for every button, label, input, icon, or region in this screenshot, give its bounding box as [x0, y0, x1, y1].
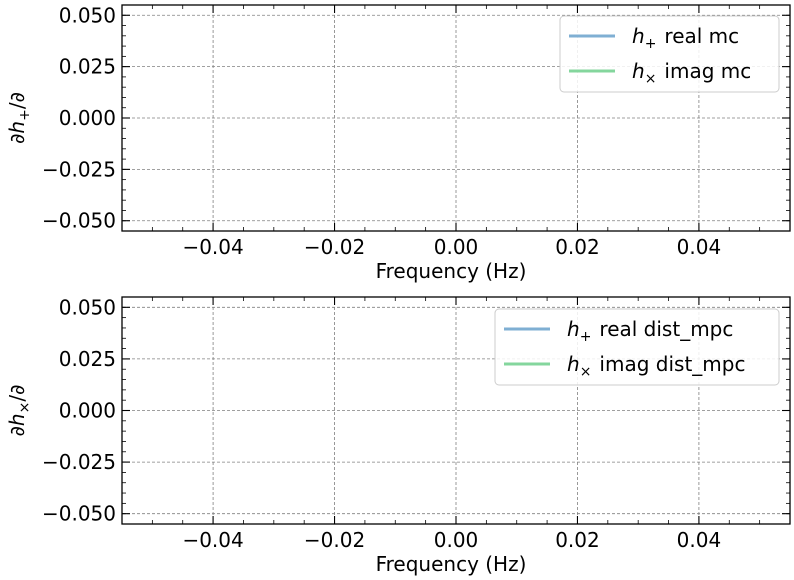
chart-panel-1: −0.04 −0.02 0.00 0.02 0.04 −0.050 −0.025 0.000 0…	[5, 3, 791, 283]
x-tick-label: 0.00	[434, 528, 479, 552]
x-tick-label: 0.02	[555, 235, 600, 259]
legend-box	[494, 308, 780, 386]
chart-panel-2: −0.04 −0.02 0.00 0.02 0.04 −0.050 −0.025 0.000 0…	[5, 295, 791, 576]
y-tick-label: −0.050	[42, 209, 116, 233]
y-tick-label: −0.025	[42, 450, 116, 474]
legend-label-2: h× imag mc	[632, 59, 751, 87]
plot-frame	[121, 4, 791, 232]
x-tick-label: −0.02	[304, 235, 365, 259]
x-tick-label: −0.04	[182, 528, 243, 552]
y-tick-label: 0.000	[59, 399, 116, 423]
x-axis-title: Frequency (Hz)	[376, 259, 527, 283]
x-tick-label: 0.02	[555, 528, 600, 552]
legend: h+ real mc h× imag mc	[559, 15, 780, 93]
x-axis-title: Frequency (Hz)	[376, 552, 527, 576]
x-tick-label: 0.04	[677, 528, 722, 552]
y-tick-label: 0.050	[59, 3, 116, 27]
x-tick-label: −0.04	[182, 235, 243, 259]
y-tick-label: −0.025	[42, 157, 116, 181]
y-tick-label: 0.050	[59, 295, 116, 319]
legend-label-1: h+ real mc	[632, 24, 739, 52]
plot-frame	[121, 296, 791, 525]
y-tick-label: 0.025	[59, 347, 116, 371]
y-axis-title: ∂h×/∂	[5, 385, 33, 437]
legend-label-1: h+ real dist_mpc	[567, 317, 733, 345]
x-tick-label: 0.00	[434, 235, 479, 259]
y-tick-label: 0.000	[59, 106, 116, 130]
y-tick-label: −0.050	[42, 502, 116, 526]
y-axis-title: ∂h+/∂	[5, 92, 33, 144]
x-tick-label: 0.04	[677, 235, 722, 259]
legend: h+ real dist_mpc h× imag dist_mpc	[494, 308, 780, 386]
legend-label-2: h× imag dist_mpc	[567, 352, 745, 380]
y-tick-label: 0.025	[59, 55, 116, 79]
x-tick-label: −0.02	[304, 528, 365, 552]
